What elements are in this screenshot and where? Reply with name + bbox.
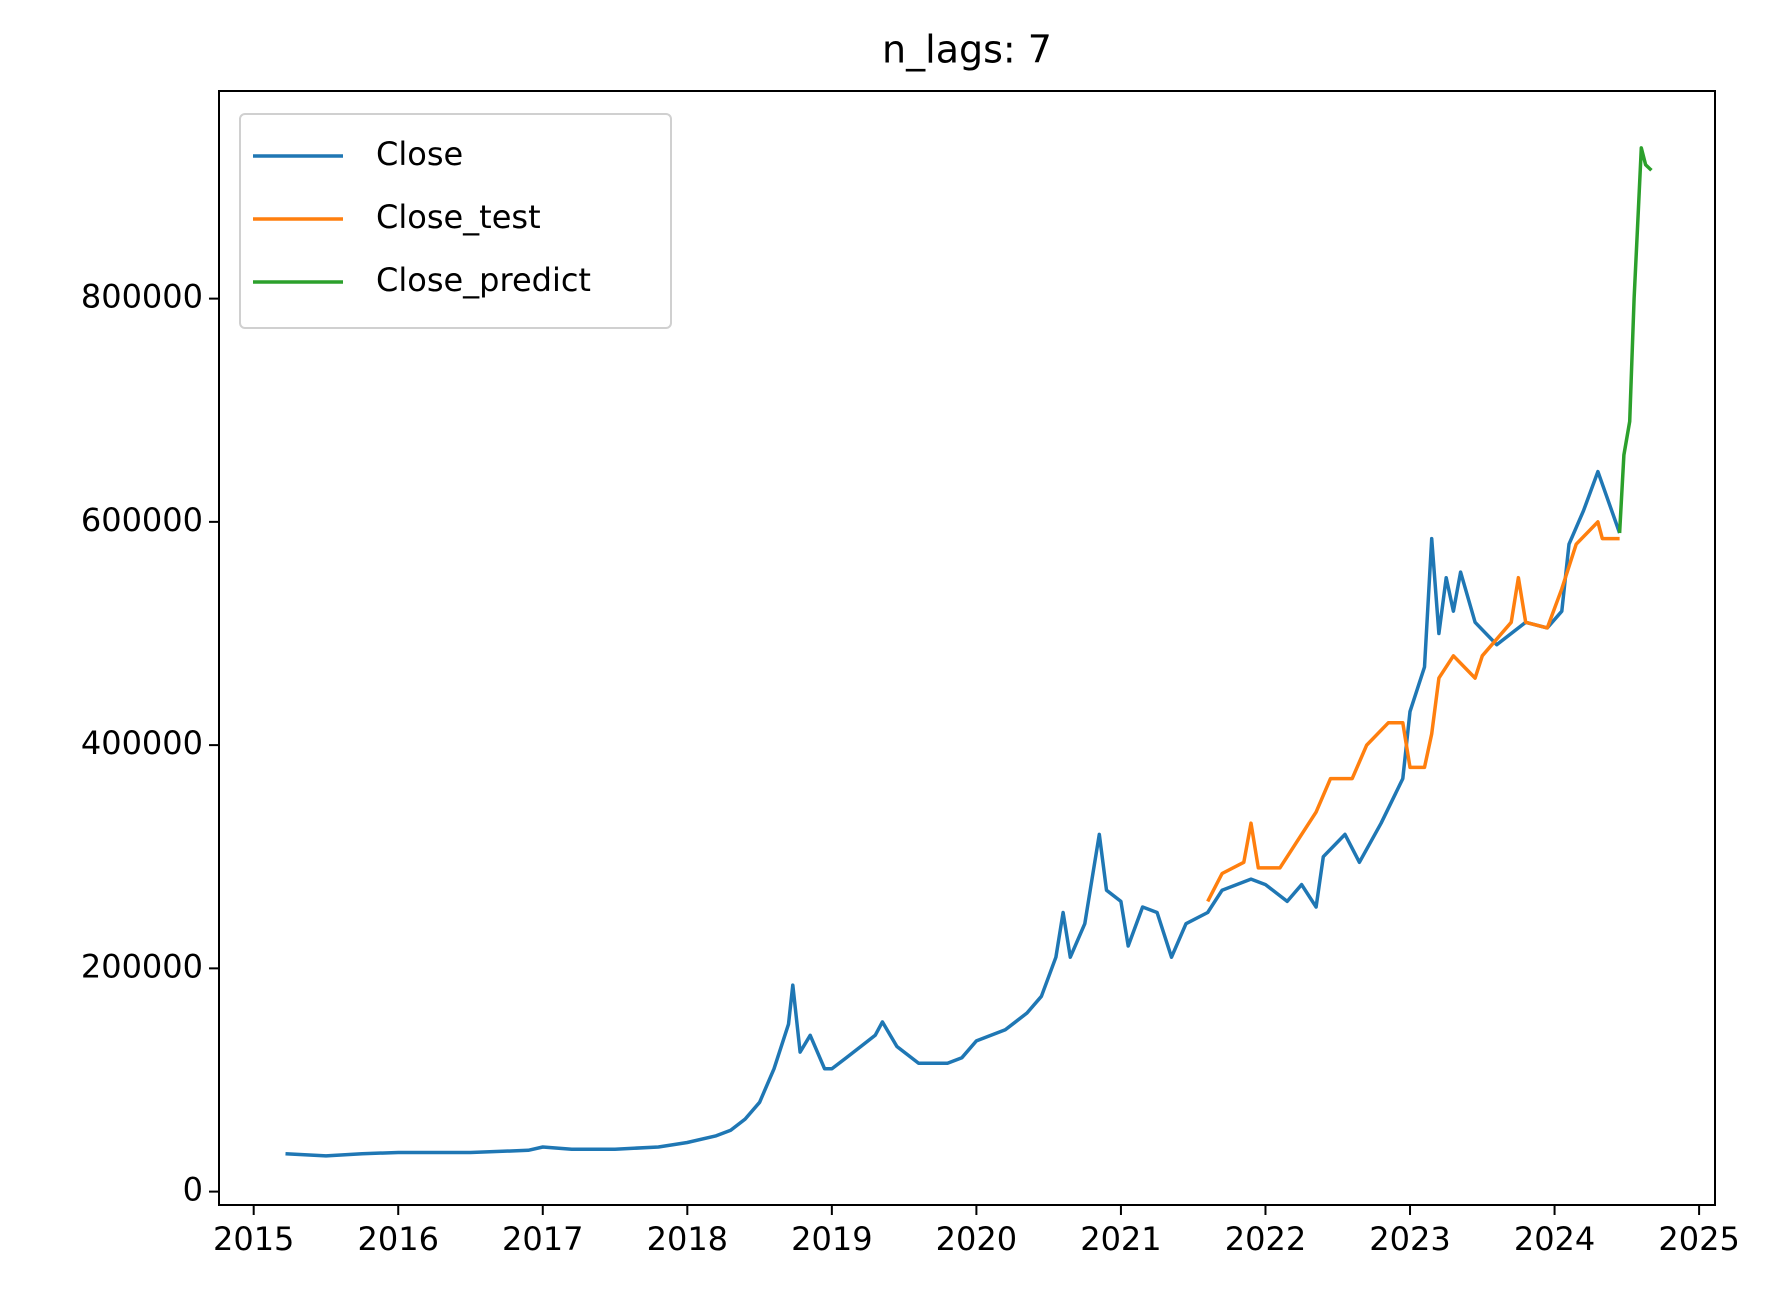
legend-label: Close (376, 135, 463, 173)
x-tick-label: 2016 (358, 1220, 439, 1258)
plot-frame (218, 90, 1716, 1206)
x-tick-label: 2022 (1225, 1220, 1306, 1258)
line-series (1206, 520, 1620, 903)
x-tick-label: 2024 (1514, 1220, 1595, 1258)
x-tick-label: 2023 (1369, 1220, 1450, 1258)
line-series (1617, 146, 1653, 534)
y-tick-label: 0 (183, 1171, 203, 1209)
chart-title: n_lags: 7 (882, 28, 1052, 72)
legend-box (239, 113, 672, 329)
y-tick-label: 800000 (81, 278, 203, 316)
x-tick-label: 2015 (213, 1220, 294, 1258)
x-tick-label: 2021 (1080, 1220, 1161, 1258)
x-tick-label: 2017 (502, 1220, 583, 1258)
x-tick-label: 2019 (791, 1220, 872, 1258)
x-tick-label: 2020 (936, 1220, 1017, 1258)
legend-label: Close_predict (376, 261, 591, 299)
x-tick-label: 2025 (1658, 1220, 1739, 1258)
y-tick-label: 200000 (81, 947, 203, 985)
y-tick-label: 400000 (81, 724, 203, 762)
y-tick-label: 600000 (81, 501, 203, 539)
line-series (285, 469, 1622, 1158)
x-tick-label: 2018 (647, 1220, 728, 1258)
legend-label: Close_test (376, 198, 541, 236)
